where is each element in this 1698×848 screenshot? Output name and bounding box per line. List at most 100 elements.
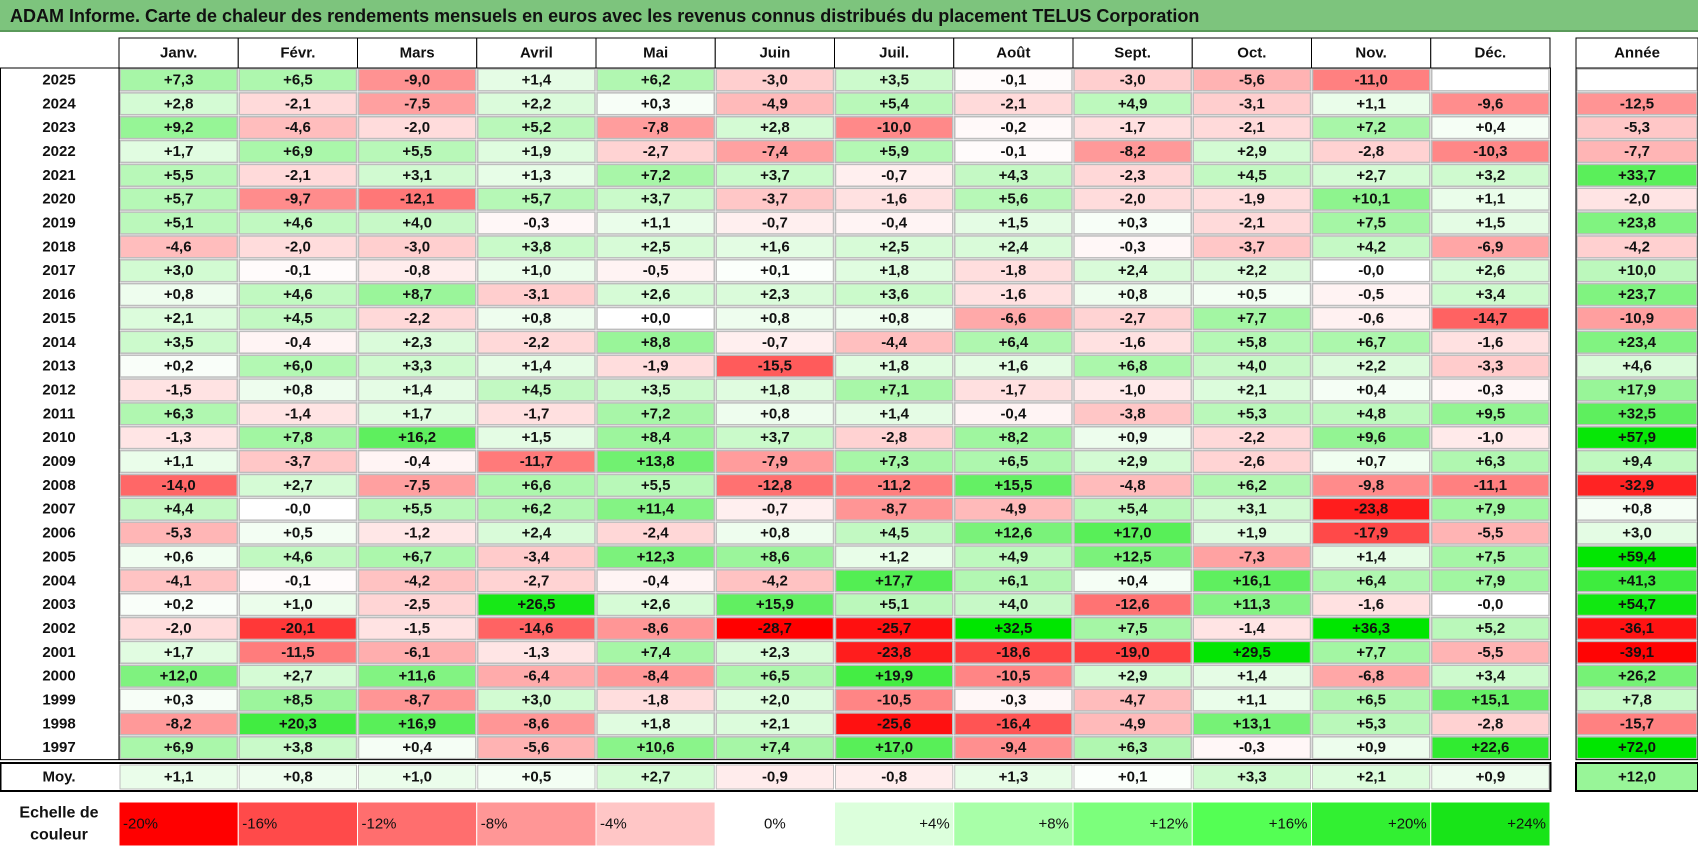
heatmap-cell <box>1431 211 1550 235</box>
heatmap-cell <box>954 68 1073 92</box>
heatmap-cell <box>357 521 477 545</box>
cell-value: +6,9 <box>164 739 194 756</box>
cell-value: +3,2 <box>1476 167 1506 184</box>
heatmap-cell <box>954 378 1073 402</box>
cell-value: -3,7 <box>1239 238 1265 255</box>
heatmap-cell <box>596 235 715 259</box>
cell-value: +1,8 <box>879 262 909 279</box>
row-label-2018: 2018 <box>42 238 75 255</box>
cell-value: -5,5 <box>1477 525 1503 542</box>
heatmap-cell <box>1073 259 1192 283</box>
chart-title: ADAM Informe. Carte de chaleur des rende… <box>0 0 1698 32</box>
heatmap-cell <box>1431 163 1550 187</box>
cell-value: +5,1 <box>164 215 194 232</box>
heatmap-cell <box>1073 402 1192 426</box>
cell-value: +11,4 <box>637 501 675 518</box>
heatmap-cell <box>477 545 596 569</box>
annual-value: +54,7 <box>1618 596 1656 613</box>
cell-value: +0,5 <box>1237 286 1267 303</box>
average-cell <box>119 764 238 790</box>
heatmap-cell <box>834 187 954 211</box>
cell-value: +5,8 <box>1237 334 1267 351</box>
row-label-2010: 2010 <box>42 429 75 446</box>
heatmap-cell <box>954 712 1073 736</box>
cell-value: +1,0 <box>522 262 552 279</box>
cell-value: +6,5 <box>999 453 1029 470</box>
heatmap-cell <box>477 449 596 474</box>
heatmap-cell <box>1311 306 1431 331</box>
heatmap-cell <box>238 163 358 187</box>
column-header-cell <box>118 37 239 69</box>
average-cell <box>1312 764 1431 790</box>
heatmap-cell <box>954 354 1073 378</box>
cell-value: -1,0 <box>1120 381 1146 398</box>
cell-value: +1,5 <box>1476 215 1506 232</box>
column-header-6: Juin <box>759 45 790 62</box>
average-value: -0,9 <box>762 769 788 786</box>
annual-value: -5,3 <box>1624 119 1650 136</box>
cell-value: +3,8 <box>283 739 313 756</box>
cell-value: -1,9 <box>1239 191 1265 208</box>
cell-value: -20,1 <box>281 620 315 637</box>
cell-value: -5,6 <box>523 739 549 756</box>
average-value: +0,8 <box>283 769 313 786</box>
cell-value: +16,2 <box>398 429 436 446</box>
heatmap-cell <box>954 306 1073 331</box>
cell-value: +0,2 <box>164 358 194 375</box>
cell-value: -0,7 <box>881 167 907 184</box>
heatmap-cell <box>119 330 238 354</box>
heatmap-cell <box>1311 354 1431 378</box>
cell-value: +7,5 <box>1118 620 1148 637</box>
heatmap-cell <box>238 235 358 259</box>
cell-value: +5,5 <box>402 143 432 160</box>
heatmap-cell <box>357 736 477 760</box>
heatmap-cell <box>1073 426 1192 450</box>
heatmap-cell <box>477 139 596 164</box>
cell-value: +5,7 <box>522 191 552 208</box>
heatmap-cell <box>596 664 715 688</box>
cell-value: +12,0 <box>160 668 198 685</box>
cell-value: +4,5 <box>522 381 552 398</box>
row-label-2007: 2007 <box>42 501 75 518</box>
cell-value: -1,5 <box>404 620 430 637</box>
cell-value: +8,4 <box>641 429 671 446</box>
heatmap-cell <box>596 592 715 617</box>
cell-value: -8,7 <box>404 692 430 709</box>
heatmap-cell <box>1073 306 1192 331</box>
cell-value: -0,0 <box>1477 596 1503 613</box>
heatmap-cell <box>1431 569 1550 593</box>
color-scale-stop: -4% <box>600 816 627 833</box>
cell-value: -3,1 <box>523 286 549 303</box>
cell-value: +1,9 <box>1237 525 1267 542</box>
heatmap-cell <box>1192 736 1312 760</box>
annual-cell <box>1576 282 1698 307</box>
cell-value: -1,4 <box>1239 620 1266 637</box>
cell-value: +6,5 <box>1356 692 1386 709</box>
cell-value: -7,5 <box>404 95 430 112</box>
cell-value: +1,4 <box>1237 668 1267 685</box>
heatmap-cell <box>119 115 238 140</box>
heatmap-cell <box>954 211 1073 235</box>
heatmap-cell <box>596 736 715 760</box>
heatmap-cell <box>596 259 715 283</box>
cell-value: +0,9 <box>1118 429 1148 446</box>
cell-value: -14,6 <box>519 620 553 637</box>
heatmap-cell <box>477 259 596 283</box>
heatmap-cell <box>1073 282 1192 307</box>
annual-cell <box>1576 354 1698 378</box>
heatmap-cell <box>357 330 477 354</box>
heatmap-cell <box>119 68 238 92</box>
cell-value: +1,8 <box>760 381 790 398</box>
cell-value: -0,1 <box>285 572 311 589</box>
heatmap-cell <box>1311 402 1431 426</box>
heatmap-cell <box>477 115 596 140</box>
cell-value: +7,7 <box>1237 310 1267 327</box>
heatmap-cell <box>1311 259 1431 283</box>
heatmap-cell <box>238 521 358 545</box>
cell-value: -10,5 <box>996 668 1030 685</box>
heatmap-cell <box>119 306 238 331</box>
cell-value: -12,1 <box>400 191 434 208</box>
heatmap-cell <box>1073 115 1192 140</box>
color-scale-stop: +12% <box>1149 816 1188 833</box>
cell-value: -4,2 <box>762 572 788 589</box>
